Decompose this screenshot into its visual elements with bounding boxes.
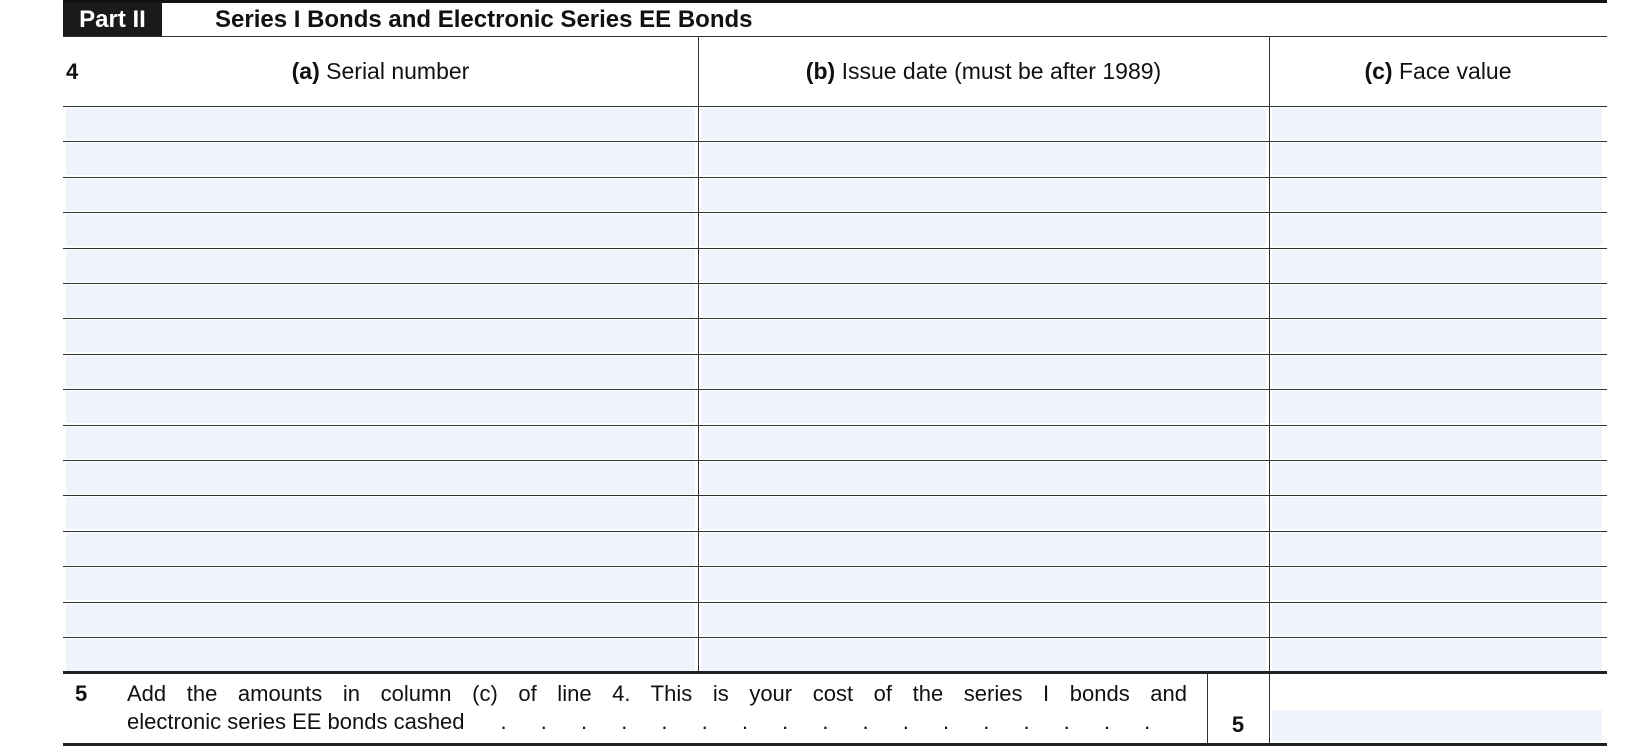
row-rule [63,318,1607,319]
column-label: Face value [1399,58,1512,84]
issue-date-field[interactable] [701,356,1266,388]
face-value-field[interactable] [1272,320,1602,352]
serial-number-field[interactable] [66,214,695,246]
face-value-field[interactable] [1272,497,1602,529]
serial-number-field[interactable] [66,427,695,459]
part-title: Series I Bonds and Electronic Series EE … [215,6,753,33]
serial-number-field[interactable] [66,391,695,423]
column-header-issue-date: (b) Issue date (must be after 1989) [698,37,1269,106]
issue-date-field[interactable] [701,391,1266,423]
column-header-serial-number: (a) Serial number [63,37,698,106]
row-rule [63,495,1607,496]
column-letter: (a) [291,58,320,84]
issue-date-field[interactable] [701,320,1266,352]
face-value-field[interactable] [1272,285,1602,317]
row-rule [63,141,1607,142]
row-rule [63,637,1607,638]
serial-number-field[interactable] [66,285,695,317]
line-5-box-divider [1207,674,1208,743]
issue-date-field[interactable] [701,427,1266,459]
column-header-face-value: (c) Face value [1269,37,1607,106]
issue-date-field[interactable] [701,462,1266,494]
face-value-field[interactable] [1272,391,1602,423]
column-letter: (b) [805,58,836,84]
face-value-field[interactable] [1272,356,1602,388]
bottom-rule [63,743,1607,746]
issue-date-field[interactable] [701,604,1266,636]
serial-number-field[interactable] [66,604,695,636]
face-value-field[interactable] [1272,250,1602,282]
column-label: Issue date (must be after 1989) [841,58,1162,84]
line-5-text-1: Add the amounts in column (c) of line 4.… [127,681,1187,706]
serial-number-field[interactable] [66,462,695,494]
serial-number-field[interactable] [66,143,695,175]
issue-date-field[interactable] [701,533,1266,565]
issue-date-field[interactable] [701,285,1266,317]
line-5-total-field[interactable] [1272,710,1602,741]
serial-number-field[interactable] [66,179,695,211]
line-5-box-label: 5 [1231,712,1245,737]
column-divider [1269,37,1270,743]
issue-date-field[interactable] [701,568,1266,600]
row-rule [63,425,1607,426]
row-rule [63,460,1607,461]
face-value-field[interactable] [1272,427,1602,459]
row-rule [63,177,1607,178]
row-rule [63,212,1607,213]
line-number-4: 4 [66,59,79,84]
top-rule [63,0,1607,3]
issue-date-field[interactable] [701,250,1266,282]
serial-number-field[interactable] [66,108,695,140]
issue-date-field[interactable] [701,214,1266,246]
face-value-field[interactable] [1272,604,1602,636]
face-value-field[interactable] [1272,143,1602,175]
face-value-field[interactable] [1272,214,1602,246]
face-value-field[interactable] [1272,462,1602,494]
table-bottom-rule [63,671,1607,674]
issue-date-field[interactable] [701,108,1266,140]
row-rule [63,566,1607,567]
serial-number-field[interactable] [66,356,695,388]
face-value-field[interactable] [1272,639,1602,671]
row-rule [63,283,1607,284]
serial-number-field[interactable] [66,639,695,671]
line-5-text-2: electronic series EE bonds cashed [127,709,465,734]
part-label: Part II [63,3,162,36]
serial-number-field[interactable] [66,568,695,600]
face-value-field[interactable] [1272,179,1602,211]
face-value-field[interactable] [1272,108,1602,140]
column-label: Serial number [326,58,470,84]
row-rule [63,106,1607,107]
issue-date-field[interactable] [701,497,1266,529]
face-value-field[interactable] [1272,533,1602,565]
issue-date-field[interactable] [701,639,1266,671]
line-number-5: 5 [75,681,88,706]
row-rule [63,248,1607,249]
leader-dots: . . . . . . . . . . . . . . . . . [500,709,1165,734]
serial-number-field[interactable] [66,250,695,282]
header-rule [63,36,1607,37]
column-letter: (c) [1364,58,1393,84]
serial-number-field[interactable] [66,533,695,565]
line-5-instructions: Add the amounts in column (c) of line 4.… [127,680,1187,736]
row-rule [63,531,1607,532]
row-rule [63,602,1607,603]
serial-number-field[interactable] [66,497,695,529]
issue-date-field[interactable] [701,179,1266,211]
row-rule [63,389,1607,390]
serial-number-field[interactable] [66,320,695,352]
row-rule [63,354,1607,355]
face-value-field[interactable] [1272,568,1602,600]
line-5-text-2-wrap: electronic series EE bonds cashed . . . .… [127,708,1187,736]
issue-date-field[interactable] [701,143,1266,175]
